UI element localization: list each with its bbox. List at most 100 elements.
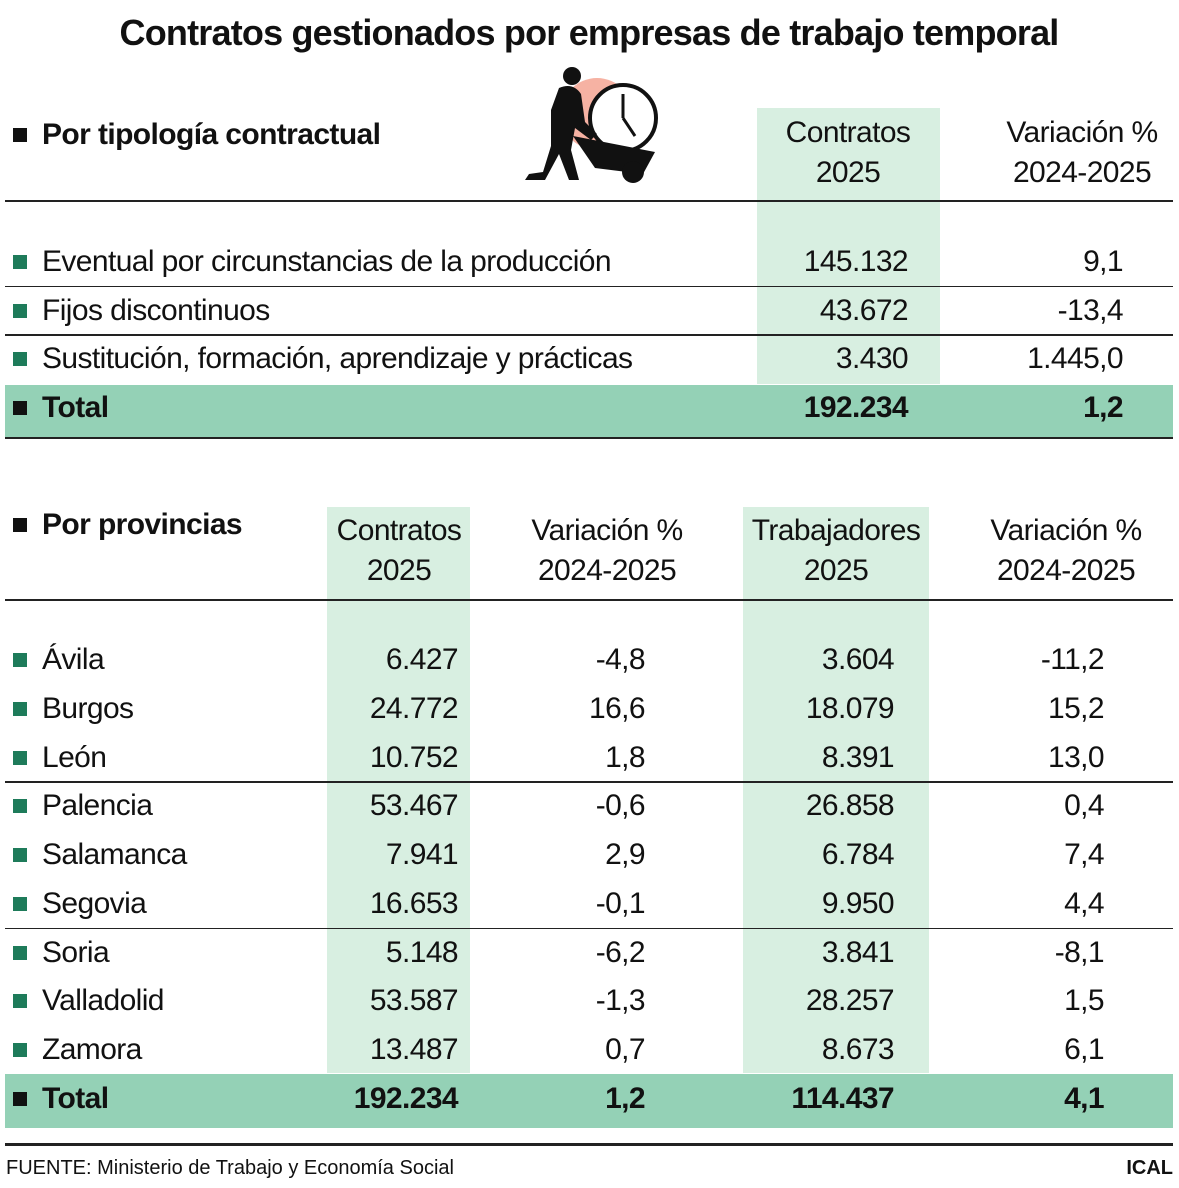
cell: 9,1	[1083, 245, 1124, 278]
cell: 43.672	[819, 293, 909, 327]
column-header: 2024-2025	[996, 554, 1136, 587]
cell: 9.950	[821, 886, 895, 920]
cell: 10.752	[369, 740, 459, 774]
brand: ICAL	[1126, 1157, 1173, 1179]
cell: -13,4	[1057, 293, 1124, 327]
row-label: Segovia	[42, 886, 147, 920]
cell: 6.784	[821, 838, 895, 871]
column-highlight	[743, 507, 929, 1073]
row-label: Burgos	[42, 691, 134, 725]
cell: 13,0	[1048, 740, 1105, 774]
cell: 1,8	[605, 740, 646, 774]
cell: 13.487	[369, 1033, 459, 1066]
section-heading: Por tipología contractual	[42, 118, 381, 151]
rule	[5, 285, 1173, 287]
cell: 15,2	[1048, 691, 1105, 725]
row-label: Soria	[42, 935, 110, 969]
bullet	[13, 1092, 27, 1106]
rule	[5, 437, 1173, 439]
cell: 1.445,0	[1027, 342, 1124, 375]
cell: 6.427	[385, 643, 459, 676]
column-header: Variación %	[990, 514, 1142, 547]
cell: 16.653	[369, 886, 459, 920]
cell: -4,8	[595, 643, 646, 676]
worker-icon	[525, 67, 658, 183]
bullet	[13, 945, 27, 960]
cell: 0,7	[605, 1033, 646, 1066]
column-header: Variación %	[531, 514, 683, 547]
total-cell: 114.437	[791, 1082, 894, 1115]
total-label: Total	[42, 391, 109, 424]
bullet	[13, 994, 27, 1009]
title: Contratos gestionados por empresas de tr…	[119, 12, 1059, 53]
cell: 3.841	[821, 935, 895, 969]
cell: 24.772	[369, 691, 459, 725]
bullet	[13, 896, 27, 911]
cell: 8.391	[821, 740, 895, 774]
bullet	[13, 1043, 27, 1057]
row-label: Palencia	[42, 789, 153, 823]
cell: 53.587	[369, 984, 459, 1018]
cell: 3.430	[835, 342, 909, 375]
row-label: Sustitución, formación, aprendizaje y pr…	[42, 342, 633, 375]
column-header: Contratos	[336, 514, 462, 547]
cell: 26.858	[805, 789, 895, 823]
column-header: 2025	[366, 554, 432, 587]
cell: 2,9	[605, 838, 646, 871]
bullet	[13, 128, 27, 142]
total-cell: 4,1	[1064, 1082, 1105, 1115]
cell: 8.673	[821, 1033, 895, 1066]
rule	[5, 927, 1173, 929]
total-cell: 192.234	[803, 391, 909, 424]
section-heading: Por provincias	[42, 508, 243, 541]
cell: -8,1	[1054, 935, 1105, 969]
bullet	[13, 303, 27, 318]
column-header: Contratos	[785, 116, 911, 149]
cell: -1,3	[595, 984, 646, 1018]
cell: -0,6	[595, 789, 646, 823]
row-label: Zamora	[42, 1033, 142, 1066]
column-header: 2025	[803, 554, 869, 587]
cell: -11,2	[1040, 643, 1105, 676]
rule	[5, 200, 1173, 202]
bullet	[13, 653, 27, 667]
cell: 53.467	[369, 789, 459, 823]
total-band	[5, 385, 1173, 438]
column-highlight	[757, 108, 940, 384]
row-label: Valladolid	[42, 984, 164, 1018]
bullet	[13, 701, 27, 716]
column-header: 2024-2025	[1012, 156, 1152, 189]
source-note: FUENTE: Ministerio de Trabajo y Economía…	[6, 1157, 454, 1179]
column-header: 2025	[815, 156, 881, 189]
column-header: Variación %	[1006, 116, 1158, 149]
total-band	[5, 1074, 1173, 1128]
row-label: León	[42, 740, 107, 774]
column-header: 2024-2025	[537, 554, 677, 587]
rule	[5, 334, 1173, 336]
bullet	[13, 401, 27, 415]
bullet	[13, 255, 27, 269]
total-label: Total	[42, 1082, 109, 1115]
rule	[5, 1143, 1173, 1146]
column-highlight	[327, 507, 470, 1073]
cell: 1,5	[1064, 984, 1105, 1018]
cell: 7.941	[385, 838, 459, 871]
bullet	[13, 750, 27, 765]
rule	[5, 781, 1173, 783]
cell: 3.604	[821, 643, 895, 676]
rule	[5, 599, 1173, 601]
row-label: Ávila	[42, 643, 105, 676]
bullet	[13, 352, 27, 366]
bullet	[13, 799, 27, 814]
cell: 5.148	[385, 935, 459, 969]
cell: 7,4	[1064, 838, 1105, 871]
row-label: Fijos discontinuos	[42, 293, 270, 327]
cell: -6,2	[595, 935, 646, 969]
row-label: Salamanca	[42, 838, 187, 871]
total-cell: 192.234	[353, 1082, 459, 1115]
cell: 16,6	[589, 691, 646, 725]
cell: 4,4	[1064, 886, 1105, 920]
bullet	[13, 518, 27, 532]
cell: 18.079	[805, 691, 895, 725]
row-label: Eventual por circunstancias de la produc…	[42, 245, 612, 278]
